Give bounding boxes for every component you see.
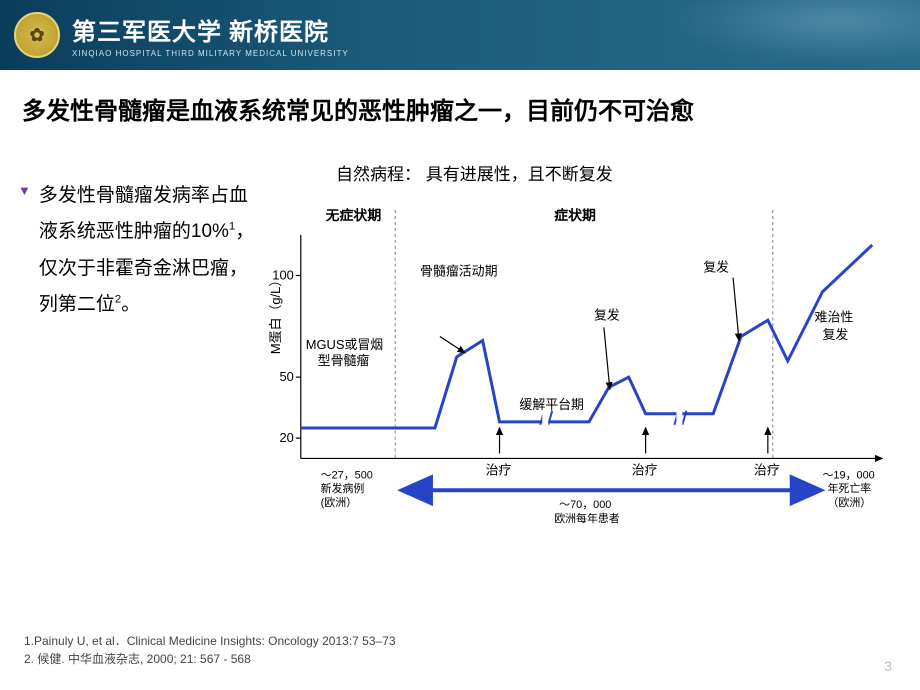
slide-body: ▼ 多发性骨髓瘤发病率占血液系统恶性肿瘤的10%1，仅次于非霍奇金淋巴瘤，列第二… — [0, 160, 920, 520]
relapse-arrows — [604, 278, 739, 390]
hospital-name-block: 第三军医大学 新桥医院 XINQIAO HOSPITAL THIRD MILIT… — [72, 12, 349, 58]
references: 1.Painuly U, et al．Clinical Medicine Ins… — [24, 632, 396, 668]
ytick-0: 20 — [279, 430, 293, 445]
reference-2: 2. 候健. 中华血液杂志, 2000; 21: 567 - 568 — [24, 650, 396, 668]
hospital-logo-icon: ✿ — [14, 12, 60, 58]
label-mgus-1: MGUS或冒烟 — [306, 338, 383, 353]
foot-left-3: (欧洲） — [321, 497, 357, 510]
bullet-text: 多发性骨髓瘤发病率占血液系统恶性肿瘤的10%1，仅次于非霍奇金淋巴瘤，列第二位2… — [39, 178, 258, 322]
label-mgus-2: 型骨髓瘤 — [318, 353, 370, 368]
mprotein-series — [301, 245, 872, 428]
bullet-item: ▼ 多发性骨髓瘤发病率占血液系统恶性肿瘤的10%1，仅次于非霍奇金淋巴瘤，列第二… — [18, 178, 258, 322]
label-relapse-2: 复发 — [703, 260, 729, 275]
label-refractory-1: 难治性 — [815, 310, 854, 325]
disease-course-chart: 无症状期 症状期 M蛋白（g/L） 20 50 100 — [266, 189, 902, 549]
page-number: 3 — [884, 658, 892, 674]
chart-subtitle: 自然病程： 具有进展性，且不断复发 — [336, 160, 902, 185]
foot-mid-1: ～70，000 — [559, 500, 611, 512]
foot-right-1: ～19，000 — [823, 470, 875, 482]
bullet-marker-icon: ▼ — [18, 183, 31, 198]
hospital-name-en: XINQIAO HOSPITAL THIRD MILITARY MEDICAL … — [72, 49, 349, 58]
label-refractory-2: 复发 — [823, 328, 849, 343]
svg-text:治疗: 治疗 — [486, 463, 512, 478]
ytick-2: 100 — [272, 268, 294, 283]
svg-text:治疗: 治疗 — [754, 463, 780, 478]
foot-right-2: 年死亡率 — [827, 482, 871, 496]
foot-left-2: 新发病例 — [321, 482, 365, 496]
foot-left-1: ～27，500 — [321, 470, 373, 482]
label-asymptomatic: 无症状期 — [325, 207, 382, 223]
slide-title: 多发性骨髓瘤是血液系统常见的恶性肿瘤之一，目前仍不可治愈 — [22, 96, 898, 128]
y-axis-label: M蛋白（g/L） — [268, 274, 283, 354]
active-arrow — [440, 337, 465, 353]
slide-header: ✿ 第三军医大学 新桥医院 XINQIAO HOSPITAL THIRD MIL… — [0, 0, 920, 70]
foot-right-3: （欧洲） — [827, 497, 871, 510]
label-active: 骨髓瘤活动期 — [420, 264, 497, 279]
label-symptomatic: 症状期 — [554, 207, 596, 223]
hospital-name-cn: 第三军医大学 新桥医院 — [72, 12, 349, 47]
reference-1: 1.Painuly U, et al．Clinical Medicine Ins… — [24, 632, 396, 650]
foot-mid-2: 欧洲每年患者 — [554, 511, 620, 525]
bullet-column: ▼ 多发性骨髓瘤发病率占血液系统恶性肿瘤的10%1，仅次于非霍奇金淋巴瘤，列第二… — [18, 160, 258, 520]
label-relapse-1: 复发 — [594, 308, 620, 323]
chart-column: 自然病程： 具有进展性，且不断复发 无症状期 症状期 M蛋白（g/L） 20 5 — [266, 160, 902, 520]
ytick-1: 50 — [279, 369, 293, 384]
svg-text:治疗: 治疗 — [632, 463, 658, 478]
treatment-arrows: 治疗 治疗 治疗 — [486, 428, 780, 478]
label-plateau: 缓解平台期 — [519, 397, 584, 412]
series-breaks — [540, 410, 686, 426]
